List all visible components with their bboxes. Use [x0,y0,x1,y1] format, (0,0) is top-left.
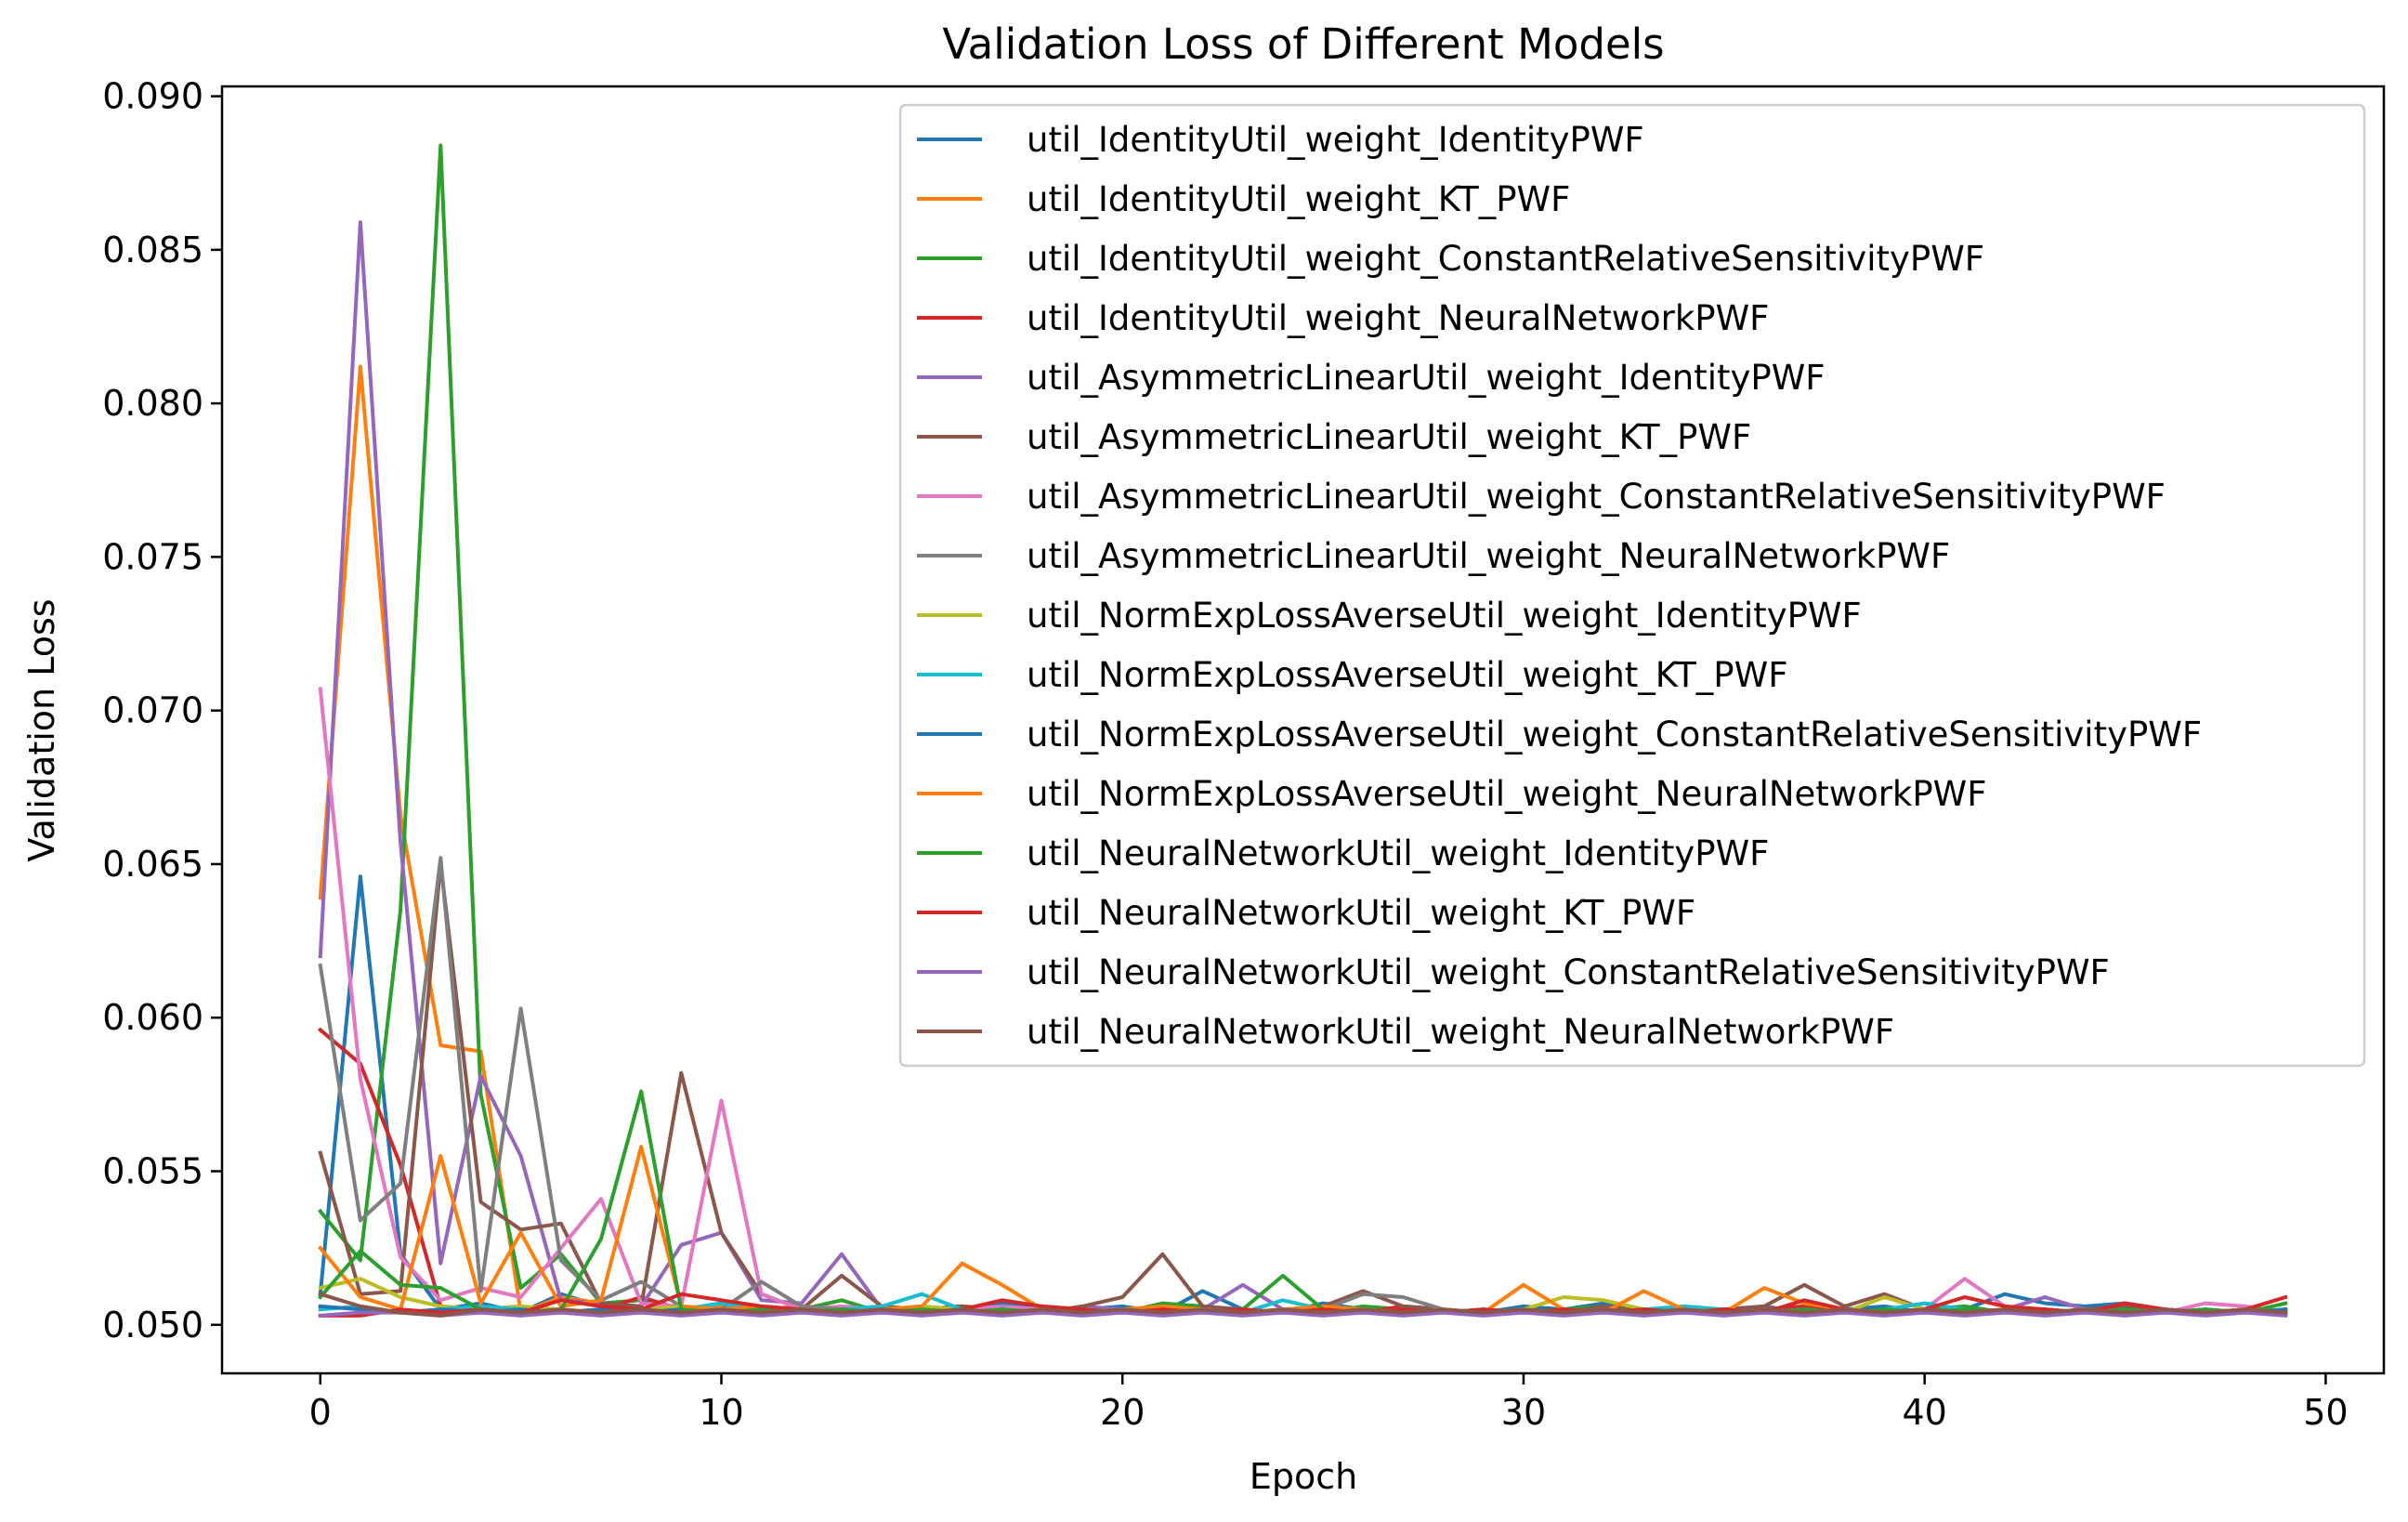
y-axis: 0.050 0.055 0.060 0.065 0.070 0.075 0.080 0.085… [102,76,222,1345]
y-tick-label: 0.085 [102,230,203,270]
legend-label-2: util_IdentityUtil_weight_KT_PWF [1027,179,1570,219]
legend-label-15: util_NeuralNetworkUtil_weight_ConstantRe… [1027,952,2110,992]
y-tick-label: 0.060 [102,997,203,1038]
series-layer [317,143,2288,1319]
legend-label-14: util_NeuralNetworkUtil_weight_KT_PWF [1027,893,1695,933]
series-line-15 [318,1310,2288,1319]
x-tick-label: 20 [1100,1392,1145,1433]
legend-label-4: util_IdentityUtil_weight_NeuralNetworkPW… [1027,298,1769,338]
y-tick-label: 0.050 [102,1305,203,1345]
legend-label-13: util_NeuralNetworkUtil_weight_IdentityPW… [1027,833,1769,873]
legend-label-1: util_IdentityUtil_weight_IdentityPWF [1027,120,1644,160]
chart-title: Validation Loss of Different Models [942,20,1664,69]
x-tick-label: 40 [1902,1392,1946,1433]
x-tick-label: 30 [1501,1392,1546,1433]
series-line-13 [317,1089,2288,1315]
legend-label-7: util_AsymmetricLinearUtil_weight_Constan… [1027,477,2166,517]
legend-label-9: util_NormExpLossAverseUtil_weight_Identi… [1027,596,1862,636]
series-line-16 [318,1292,2288,1318]
plot-frame [220,85,2386,1375]
y-tick-label: 0.065 [102,844,203,885]
y-tick-label: 0.070 [102,690,203,731]
x-tick-label: 0 [309,1392,332,1433]
y-tick-label: 0.055 [102,1150,203,1191]
y-tick-label: 0.090 [102,76,203,117]
legend-label-11: util_NormExpLossAverseUtil_weight_Consta… [1027,715,2202,754]
y-tick-label: 0.080 [102,383,203,424]
legend-label-16: util_NeuralNetworkUtil_weight_NeuralNetw… [1027,1012,1894,1052]
legend-label-8: util_AsymmetricLinearUtil_weight_NeuralN… [1027,536,1950,576]
x-tick-label: 50 [2303,1392,2348,1433]
x-axis-label: Epoch [1250,1456,1357,1497]
y-axis-label: Validation Loss [21,598,62,861]
y-tick-label: 0.075 [102,536,203,577]
legend-label-6: util_AsymmetricLinearUtil_weight_KT_PWF [1027,417,1751,457]
legend-items: util_IdentityUtil_weight_IdentityPWFutil… [917,120,2202,1052]
legend: util_IdentityUtil_weight_IdentityPWFutil… [898,103,2366,1068]
legend-label-10: util_NormExpLossAverseUtil_weight_KT_PWF [1027,655,1787,695]
legend-label-12: util_NormExpLossAverseUtil_weight_Neural… [1027,774,1987,814]
legend-label-5: util_AsymmetricLinearUtil_weight_Identit… [1027,358,1826,398]
legend-label-3: util_IdentityUtil_weight_ConstantRelativ… [1027,239,1984,279]
x-tick-label: 10 [699,1392,743,1433]
legend-frame [898,103,2366,1068]
x-axis: 0 10 20 30 40 50 [309,1373,2349,1433]
